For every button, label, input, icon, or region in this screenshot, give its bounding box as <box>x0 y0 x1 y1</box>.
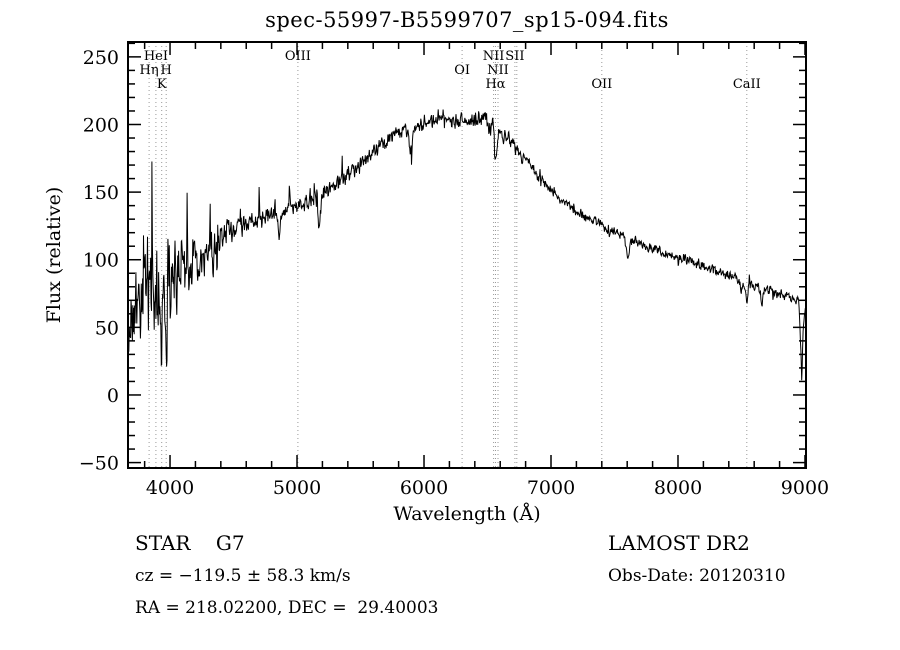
x-tick-label: 7000 <box>527 477 575 499</box>
y-tick-label: 100 <box>83 250 119 272</box>
y-tick-label: 200 <box>83 114 119 136</box>
y-tick-label: 150 <box>83 182 119 204</box>
plot-title: spec-55997-B5599707_sp15-094.fits <box>265 8 669 32</box>
x-tick-label: 5000 <box>273 477 321 499</box>
spectral-line-label: NII <box>483 49 505 64</box>
y-tick-label: 0 <box>107 385 119 407</box>
plot-box <box>127 41 807 469</box>
spectral-line-label: SII <box>505 49 524 64</box>
spectral-line-label: HeI <box>144 49 168 64</box>
x-tick-label: 8000 <box>654 477 702 499</box>
y-tick-label: −50 <box>79 453 119 475</box>
spectral-line-label: K <box>157 77 167 92</box>
y-tick-label: 250 <box>83 47 119 69</box>
y-axis-title: Flux (relative) <box>43 187 65 324</box>
ra-dec-coordinates: RA = 218.02200, DEC = 29.40003 <box>135 598 439 618</box>
spectral-line-label: CaII <box>733 77 761 92</box>
spectral-line-label: Hα <box>485 77 505 92</box>
spectral-line-label: Hη <box>140 63 159 78</box>
spectral-line-label: OII <box>591 77 612 92</box>
spectral-line-label: OI <box>454 63 470 78</box>
x-axis-title: Wavelength (Å) <box>393 503 540 525</box>
spectral-line-label: OIII <box>285 49 311 64</box>
x-tick-label: 9000 <box>781 477 829 499</box>
object-class-label: STAR G7 <box>135 531 245 555</box>
spectral-line-label: NII <box>487 63 509 78</box>
x-tick-label: 6000 <box>400 477 448 499</box>
spectrum-trace <box>127 109 807 381</box>
cz-value: cz = −119.5 ± 58.3 km/s <box>135 566 351 586</box>
x-tick-label: 4000 <box>146 477 194 499</box>
survey-label: LAMOST DR2 <box>608 531 750 555</box>
obs-date: Obs-Date: 20120310 <box>608 566 786 586</box>
spectral-line-label: H <box>161 63 172 78</box>
y-tick-label: 50 <box>95 317 119 339</box>
